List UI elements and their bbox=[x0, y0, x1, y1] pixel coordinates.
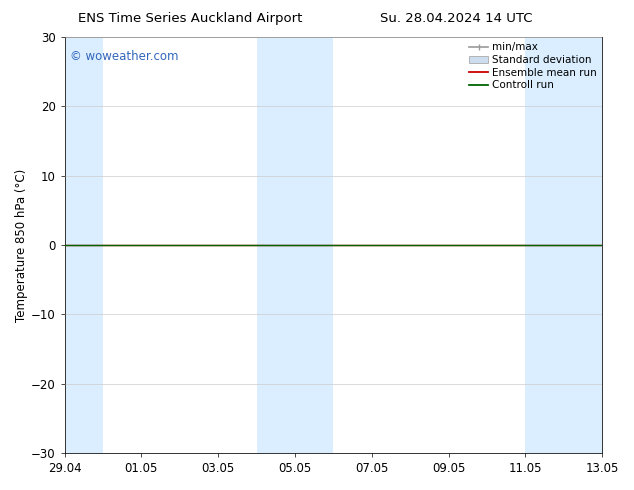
Text: Su. 28.04.2024 14 UTC: Su. 28.04.2024 14 UTC bbox=[380, 12, 533, 25]
Bar bbox=[65, 37, 103, 453]
Bar bbox=[526, 37, 602, 453]
Text: © woweather.com: © woweather.com bbox=[70, 49, 178, 63]
Legend: min/max, Standard deviation, Ensemble mean run, Controll run: min/max, Standard deviation, Ensemble me… bbox=[467, 40, 599, 92]
Y-axis label: Temperature 850 hPa (°C): Temperature 850 hPa (°C) bbox=[15, 169, 28, 322]
Bar bbox=[257, 37, 333, 453]
Text: ENS Time Series Auckland Airport: ENS Time Series Auckland Airport bbox=[78, 12, 302, 25]
